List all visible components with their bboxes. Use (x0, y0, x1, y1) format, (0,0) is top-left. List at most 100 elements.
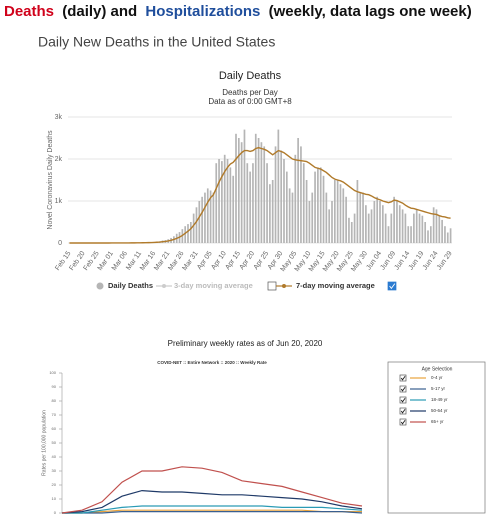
y-tick-label: 70 (52, 412, 57, 417)
y-tick-label: 90 (52, 384, 57, 389)
bar (246, 163, 249, 243)
bar (328, 209, 331, 243)
checkmark (400, 386, 406, 392)
bar (305, 180, 308, 243)
legend-marker (96, 282, 104, 290)
checkbox[interactable] (267, 281, 277, 291)
bar (274, 146, 277, 243)
bar (446, 232, 449, 243)
bar (345, 196, 347, 243)
bar (381, 205, 384, 243)
bar (192, 213, 195, 243)
legend-label[interactable]: 0-4 yr (431, 375, 443, 380)
header-part: (weekly, data lags one week) (269, 3, 472, 20)
checkmark (400, 419, 406, 425)
bar (367, 213, 370, 243)
legend-label[interactable]: 65+ yr (431, 419, 444, 424)
bar (331, 201, 333, 243)
bar (198, 201, 201, 243)
bar (232, 175, 235, 243)
bar (413, 213, 415, 243)
bar (308, 201, 311, 243)
bar (435, 209, 438, 243)
bar (260, 142, 263, 243)
checkbox[interactable] (399, 418, 407, 426)
checkbox[interactable] (387, 281, 397, 291)
bar (325, 192, 328, 243)
y-tick-label: 40 (52, 454, 57, 459)
y-tick-label: 50 (52, 440, 57, 445)
header-part: Deaths (4, 3, 54, 20)
bar (294, 154, 297, 243)
bar (195, 207, 198, 243)
header-part: Hospitalizations (145, 3, 260, 20)
bar (280, 150, 283, 243)
bar (277, 129, 280, 243)
chart-subtitle: Deaths per Day (222, 88, 278, 97)
bar (269, 184, 271, 243)
checkmark (389, 283, 396, 290)
y-tick-label: 20 (52, 482, 57, 487)
bar (441, 219, 443, 243)
y-tick-label: 10 (52, 496, 57, 501)
bar (215, 163, 218, 243)
bar (370, 209, 373, 243)
chart-title: Daily Deaths (219, 70, 282, 82)
legend-label[interactable]: 7-day moving average (296, 281, 375, 290)
bar (184, 226, 187, 243)
bar (432, 207, 435, 243)
bar (187, 224, 189, 243)
bar (404, 213, 407, 243)
bar (314, 171, 316, 243)
bar (356, 180, 359, 243)
chart-subtitle: COVID-NET :: Entire Network :: 2020 :: W… (157, 360, 267, 365)
bar (362, 192, 364, 243)
checkbox[interactable] (399, 407, 407, 415)
legend-label[interactable]: 18-49 yr (431, 397, 448, 402)
x-tick-label: Jun 29 (436, 250, 454, 271)
bar (221, 161, 223, 243)
legend-title: Age Selection (422, 366, 453, 372)
bar (218, 159, 220, 243)
bar (266, 163, 268, 243)
bar (249, 171, 251, 243)
bar (263, 146, 266, 243)
bar (257, 138, 260, 243)
series-line (69, 146, 451, 244)
checkbox[interactable] (399, 374, 407, 382)
bar (421, 215, 424, 243)
bar (189, 222, 192, 243)
bar (387, 226, 390, 243)
checkbox[interactable] (399, 385, 407, 393)
bar (212, 192, 215, 243)
legend-label[interactable]: 5-17 yr (431, 386, 446, 391)
legend-label[interactable]: 50-64 yr (431, 408, 448, 413)
y-tick-label: 60 (52, 426, 57, 431)
bar (271, 180, 274, 243)
chart-title: Preliminary weekly rates as of Jun 20, 2… (168, 339, 323, 348)
legend-label[interactable]: Daily Deaths (108, 281, 153, 290)
bar (379, 201, 381, 243)
bar (444, 226, 446, 243)
series-line (61, 489, 363, 514)
section-title: Daily New Deaths in the United States (38, 34, 275, 50)
bar (300, 146, 302, 243)
y-tick-label: 100 (49, 370, 56, 375)
page-header: Deaths (daily) and Hospitalizations (wee… (4, 3, 472, 20)
bar (336, 180, 339, 243)
series-line (62, 509, 362, 514)
bar (285, 171, 288, 243)
bar (240, 142, 243, 243)
checkbox[interactable] (399, 396, 407, 404)
bar (254, 133, 257, 243)
bar (201, 196, 203, 243)
bar (237, 138, 240, 243)
bar (302, 163, 305, 243)
y-tick-label: 3k (55, 114, 63, 121)
bar (438, 215, 441, 243)
bar (424, 222, 427, 243)
bar (319, 167, 322, 243)
legend-label[interactable]: 3-day moving average (174, 281, 253, 290)
bar (333, 180, 336, 243)
y-tick-label: 80 (52, 398, 57, 403)
